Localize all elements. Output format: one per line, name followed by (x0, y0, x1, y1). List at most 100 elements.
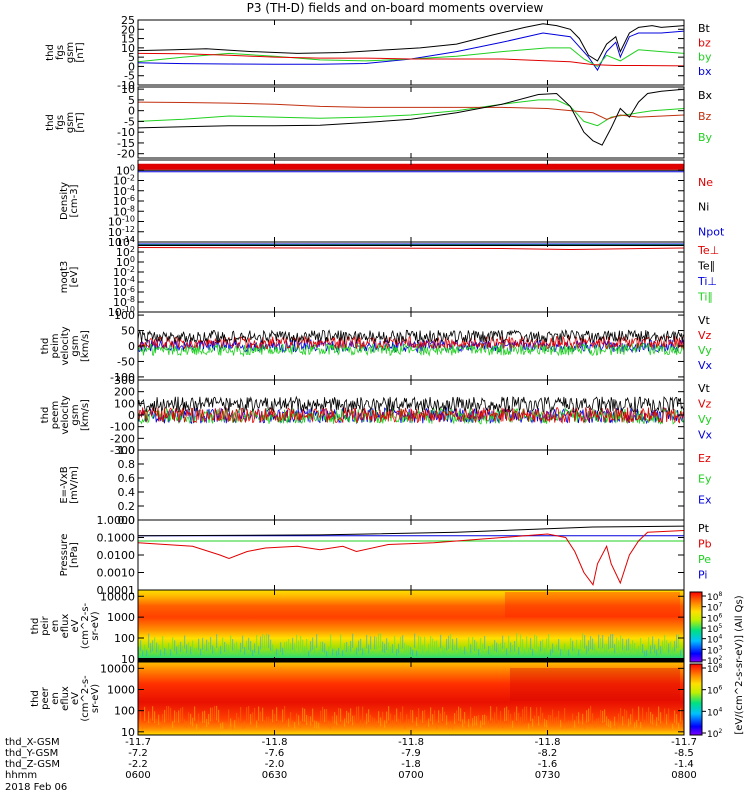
efield-ytick-label: 0.8 (118, 458, 136, 471)
peir-intense-region (505, 592, 680, 618)
xaxis-value-z: -1.8 (401, 759, 421, 770)
peem-legend-Vz: Vz (698, 398, 712, 411)
fgs1-series-by (137, 47, 685, 68)
peem-ytick-label: 100 (114, 397, 135, 410)
peim-ylabel-line: velocity (60, 326, 71, 365)
fgs2-legend-Bz: Bz (698, 110, 712, 123)
fgs1-ylabel-line: [nT] (75, 42, 86, 62)
xaxis-value-hhmm: 0630 (262, 770, 287, 781)
fgs1-series-bx (137, 30, 685, 72)
peem-ylabel-line: peem (50, 401, 61, 429)
peer-ylabel-line: eV (70, 692, 81, 705)
peem-ylabel-line: thd (40, 407, 51, 424)
peem-ytick-label: 300 (114, 374, 135, 387)
xaxis-value-x: -11.8 (535, 737, 561, 748)
fgs1-ytick-label: 10 (121, 42, 135, 55)
peir-ylabel-line: en (50, 620, 61, 633)
efield-legend-Ez: Ez (698, 452, 711, 465)
xaxis-value-x: -11.7 (671, 737, 697, 748)
fgs1-ytick-label: 5 (128, 51, 135, 64)
peem-series-Vz (137, 406, 684, 424)
fgs1-legend-bx: bx (698, 65, 712, 78)
peim-ylabel-line: thd (40, 338, 51, 355)
efield-ylabel-line: [mV/m] (69, 466, 80, 504)
temperature-legend-Te∥: Te∥ (697, 260, 715, 273)
fgs1-ytick-label: -5 (124, 70, 135, 83)
pressure-ytick-label: 0.1000 (97, 532, 136, 545)
peir-ytick-label: 10000 (100, 590, 135, 603)
peer-ylabel-line: (cm^2-s- (80, 675, 91, 722)
temperature-series-Te⊥ (137, 247, 685, 251)
xaxis-value-z: -1.6 (538, 759, 558, 770)
xaxis-row-label: thd_X-GSM (5, 737, 60, 748)
fgs2-ylabel-line: gsm (65, 112, 76, 133)
efield-ytick-label: 0.2 (118, 500, 136, 513)
fgs2-ytick-label: 10 (121, 83, 135, 96)
temperature-legend-Te⊥: Te⊥ (697, 244, 719, 257)
xaxis-value-y: -8.5 (674, 748, 694, 759)
density-ylabel-line: Density (59, 182, 70, 220)
pressure-ylabel-line: [nPa] (69, 542, 80, 568)
peim-legend-Vz: Vz (698, 329, 712, 342)
peir-ytick-label: 1000 (107, 611, 135, 624)
fgs1-ylabel-line: gsm (65, 42, 76, 63)
pressure-legend-Pt: Pt (698, 522, 710, 535)
peem-legend-Vy: Vy (698, 413, 712, 426)
xaxis-value-y: -7.2 (128, 748, 148, 759)
cb2-tick-label: 104 (707, 706, 722, 718)
pressure-legend-Pb: Pb (698, 538, 712, 551)
chart-title: P3 (TH-D) fields and on-board moments ov… (247, 1, 544, 15)
panel-pressure: 0.0001 0.0010 0.0100 0.1000 1.0000 Pressure [n… (59, 514, 712, 597)
xaxis-value-x: -11.8 (398, 737, 424, 748)
fgs2-ylabel-line: thd (45, 114, 56, 131)
fgs1-legend-by: by (698, 51, 712, 64)
fgs1-ytick-label: 0 (128, 60, 135, 73)
xaxis-row-label: thd_Z-GSM (5, 759, 60, 770)
peer-intense-region (510, 668, 680, 701)
peim-ytick-label: 50 (121, 325, 135, 338)
peem-series-Vy (137, 407, 685, 425)
fgs2-series-Bz (137, 101, 685, 120)
xaxis-value-hhmm: 0700 (398, 770, 423, 781)
peem-ytick-label: 200 (114, 386, 135, 399)
xaxis-value-y: -8.2 (538, 748, 558, 759)
pressure-ytick-label: 0.0001 (97, 584, 136, 597)
fgs2-legend-Bx: Bx (698, 89, 713, 102)
peem-ylabel-line: [km/s] (80, 399, 91, 431)
xaxis-value-z: -2.2 (128, 759, 148, 770)
peim-legend-Vx: Vx (698, 359, 713, 372)
peer-ylabel-line: sr-eV) (90, 684, 101, 713)
xaxis-value-hhmm: 0800 (671, 770, 696, 781)
fgs2-ytick-label: -15 (117, 137, 135, 150)
peem-legend-Vx: Vx (698, 429, 713, 442)
temperature-ylabel-line: moqt3 (59, 261, 70, 294)
xaxis-value-z: -1.4 (674, 759, 694, 770)
pressure-legend-Pi: Pi (698, 569, 707, 582)
peer-ytick-label: 100 (114, 705, 135, 718)
peem-ytick-label: -200 (110, 432, 135, 445)
fgs2-ytick-label: 5 (128, 94, 135, 107)
fgs1-ytick-label: 15 (121, 33, 135, 46)
peir-ytick-label: 10 (121, 653, 135, 666)
fgs1-legend-bz: bz (698, 36, 711, 49)
peer-ytick-label: 10 (121, 726, 135, 739)
peer-ylabel-line: thd (30, 690, 41, 707)
x-axis-group: thd_X-GSMthd_Y-GSMthd_Z-GSMhhmm-11.7-7.2… (5, 737, 697, 793)
peim-ytick-label: -100 (110, 371, 135, 384)
colorbar-label: [eV/(cm^2-s-sr-eV)] (All Qs) (734, 595, 745, 734)
xaxis-value-hhmm: 0600 (125, 770, 150, 781)
peim-ylabel-line: [km/s] (80, 330, 91, 362)
peem-ytick-label: -100 (110, 421, 135, 434)
peim-ytick-label: 0 (128, 340, 135, 353)
peim-ytick-label: -50 (117, 355, 135, 368)
efield-ytick-label: 1.0 (118, 444, 136, 457)
cb1-gradient (689, 591, 703, 663)
xaxis-value-hhmm: 0730 (535, 770, 560, 781)
peer-ytick-label: 10000 (100, 662, 135, 675)
peer-ytick-label: 1000 (107, 684, 135, 697)
fgs2-ytick-label: -10 (117, 126, 135, 139)
